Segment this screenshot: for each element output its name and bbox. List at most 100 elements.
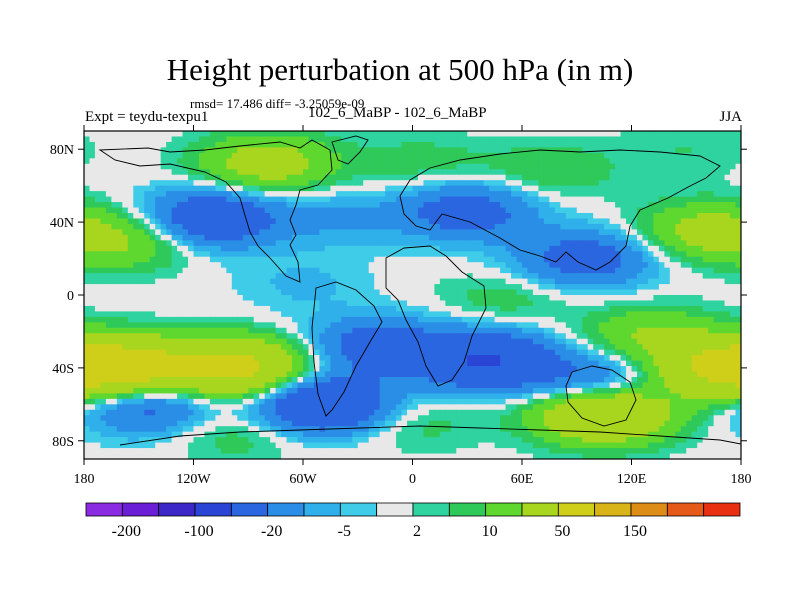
field-cell xyxy=(401,316,408,323)
field-cell xyxy=(324,327,331,334)
field-cell xyxy=(522,245,529,252)
field-cell xyxy=(357,305,364,312)
field-cell xyxy=(100,289,107,296)
field-cell xyxy=(237,327,244,334)
field-cell xyxy=(248,180,255,187)
field-cell xyxy=(560,169,567,176)
field-cell xyxy=(653,316,660,323)
field-cell xyxy=(111,180,118,187)
field-cell xyxy=(144,289,151,296)
field-cell xyxy=(604,344,611,351)
field-cell xyxy=(483,295,490,302)
field-cell xyxy=(385,289,392,296)
field-cell xyxy=(669,229,676,236)
field-cell xyxy=(357,234,364,241)
field-cell xyxy=(292,234,299,241)
field-cell xyxy=(122,234,129,241)
field-cell xyxy=(713,267,720,274)
field-cell xyxy=(582,256,589,263)
field-cell xyxy=(417,333,425,340)
field-cell xyxy=(346,131,353,138)
field-cell xyxy=(374,316,381,323)
field-cell xyxy=(379,316,386,323)
field-cell xyxy=(560,278,567,285)
field-cell xyxy=(352,234,359,241)
field-cell xyxy=(664,338,671,345)
field-cell xyxy=(565,262,572,269)
field-cell xyxy=(439,202,446,209)
field-cell xyxy=(390,305,397,312)
field-cell xyxy=(631,273,638,280)
field-cell xyxy=(587,185,594,192)
field-cell xyxy=(270,207,277,214)
field-cell xyxy=(680,262,687,269)
field-cell xyxy=(675,273,682,280)
field-cell xyxy=(532,278,540,285)
field-cell xyxy=(412,311,419,318)
field-cell xyxy=(209,327,216,334)
field-cell xyxy=(522,349,529,356)
field-cell xyxy=(264,295,271,302)
field-cell xyxy=(669,311,676,318)
field-cell xyxy=(144,213,151,220)
field-cell xyxy=(691,311,698,318)
field-cell xyxy=(204,316,211,323)
field-cell xyxy=(385,229,392,236)
field-cell xyxy=(593,327,600,334)
field-cell xyxy=(571,158,578,165)
field-cell xyxy=(209,295,216,302)
field-cell xyxy=(609,262,616,269)
field-cell xyxy=(549,196,556,203)
field-cell xyxy=(396,355,403,362)
field-cell xyxy=(270,273,277,280)
field-cell xyxy=(483,202,490,209)
field-cell xyxy=(735,141,741,148)
field-cell xyxy=(658,158,665,165)
field-cell xyxy=(144,158,151,165)
field-cell xyxy=(560,295,567,302)
field-cell xyxy=(653,169,660,176)
field-cell xyxy=(286,196,293,203)
field-cell xyxy=(209,213,216,220)
field-cell xyxy=(582,333,589,340)
field-cell xyxy=(100,174,107,181)
field-cell xyxy=(111,131,118,138)
field-cell xyxy=(697,338,704,345)
field-cell xyxy=(565,163,572,170)
field-cell xyxy=(428,131,435,138)
field-cell xyxy=(675,251,682,258)
field-cell xyxy=(237,289,244,296)
field-cell xyxy=(697,191,704,198)
field-cell xyxy=(680,349,687,356)
field-cell xyxy=(642,311,649,318)
field-cell xyxy=(691,191,698,198)
field-cell xyxy=(598,311,605,318)
field-cell xyxy=(352,300,359,307)
field-cell xyxy=(598,289,605,296)
field-cell xyxy=(522,311,529,318)
field-cell xyxy=(84,223,91,230)
field-cell xyxy=(511,152,518,159)
field-cell xyxy=(84,229,91,236)
field-cell xyxy=(242,349,249,356)
field-cell xyxy=(428,202,435,209)
field-cell xyxy=(248,316,255,323)
field-cell xyxy=(669,234,676,241)
field-cell xyxy=(631,349,638,356)
field-cell xyxy=(352,174,359,181)
field-cell xyxy=(505,174,512,181)
field-cell xyxy=(543,284,550,291)
field-cell xyxy=(686,141,693,148)
field-cell xyxy=(182,169,189,176)
field-cell xyxy=(335,218,342,225)
field-cell xyxy=(368,245,375,252)
field-cell xyxy=(483,273,490,280)
field-cell xyxy=(122,262,129,269)
field-cell xyxy=(160,273,167,280)
field-cell xyxy=(587,191,594,198)
field-cell xyxy=(472,185,479,192)
field-cell xyxy=(543,349,550,356)
field-cell xyxy=(680,147,687,154)
field-cell xyxy=(133,267,140,274)
field-cell xyxy=(428,147,435,154)
